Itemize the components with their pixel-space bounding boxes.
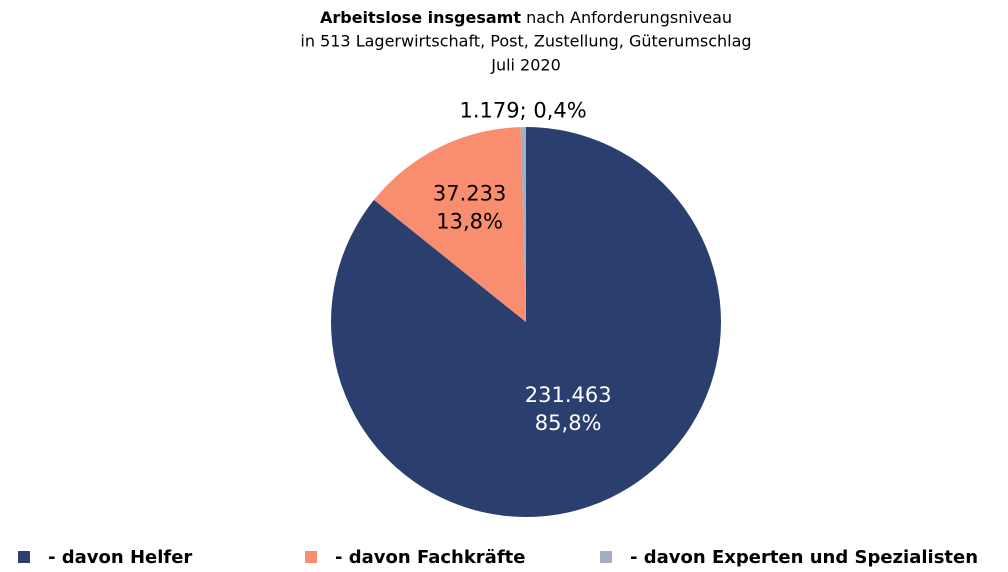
data-label: 37.233: [433, 181, 506, 205]
pie-slice: [520, 127, 526, 322]
data-label: 13,8%: [436, 209, 503, 233]
legend-marker: [305, 551, 317, 563]
subtitle: Juli 2020: [490, 56, 561, 75]
data-label: 231.463: [525, 383, 612, 407]
pie-slice: [373, 127, 526, 322]
data-label: 85,8%: [535, 411, 602, 435]
subtitle: in 513 Lagerwirtschaft, Post, Zustellung…: [300, 32, 751, 51]
subtitle: nach Anforderungsniveau: [526, 8, 732, 27]
data-label: 1.179; 0,4%: [459, 98, 586, 122]
legend-label: - davon Helfer: [48, 547, 192, 568]
legend-marker: [600, 551, 612, 563]
legend-label: - davon Experten und Spezialisten: [630, 547, 978, 568]
chart-title-line: Arbeitslose insgesamt nach Anforderungsn…: [320, 8, 732, 27]
chart-title: Arbeitslose insgesamt: [320, 8, 521, 27]
legend-marker: [18, 551, 30, 563]
legend-label: - davon Fachkräfte: [335, 547, 525, 568]
